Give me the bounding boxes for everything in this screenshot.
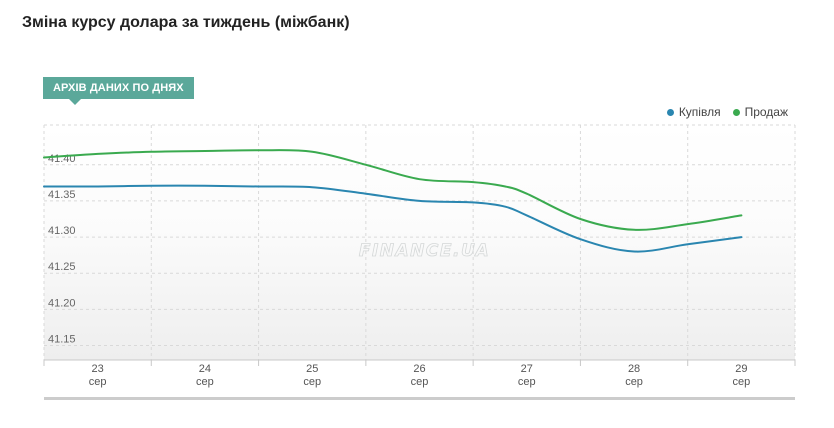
legend-dot-sell <box>732 108 740 116</box>
x-tick-label-day: 28 <box>628 363 640 375</box>
navigator-bar <box>44 397 795 400</box>
x-tick-label-month: сер <box>303 376 321 388</box>
x-tick-label-month: сер <box>732 376 750 388</box>
series-line-buy <box>43 184 743 253</box>
watermark-logo: FINANCE.UA <box>359 241 490 261</box>
x-tick-label-day: 25 <box>306 363 318 375</box>
legend-dot-buy <box>666 108 674 116</box>
x-tick-label-month: сер <box>625 376 643 388</box>
y-tick-label: 41.40 <box>48 153 76 165</box>
page-title: Зміна курсу долара за тиждень (міжбанк) <box>22 14 350 31</box>
x-tick-label-month: сер <box>518 376 536 388</box>
y-tick-label: 41.15 <box>48 334 76 346</box>
y-tick-label: 41.25 <box>48 261 76 273</box>
legend-label-buy: Купівля <box>678 105 721 119</box>
x-tick-label-day: 23 <box>92 363 104 375</box>
legend-item-sell[interactable]: Продаж <box>732 105 788 119</box>
y-tick-label: 41.20 <box>48 297 76 309</box>
legend-label-sell: Продаж <box>744 105 788 119</box>
archive-data-tab[interactable]: АРХІВ ДАНИХ ПО ДНЯХ <box>43 77 194 105</box>
plot-area <box>44 125 795 360</box>
x-tick-label-month: сер <box>411 376 429 388</box>
series-line-sell <box>43 149 743 231</box>
x-tick-label-day: 29 <box>735 363 747 375</box>
legend-item-buy[interactable]: Купівля <box>666 105 721 119</box>
x-tick-label-month: сер <box>89 376 107 388</box>
y-tick-label: 41.30 <box>48 225 76 237</box>
x-tick-label-month: сер <box>196 376 214 388</box>
x-tick-label-day: 24 <box>199 363 211 375</box>
x-tick-label-day: 27 <box>521 363 533 375</box>
x-tick-label-day: 26 <box>413 363 425 375</box>
chart-legend: Купівля Продаж <box>666 105 788 119</box>
y-tick-label: 41.35 <box>48 189 76 201</box>
